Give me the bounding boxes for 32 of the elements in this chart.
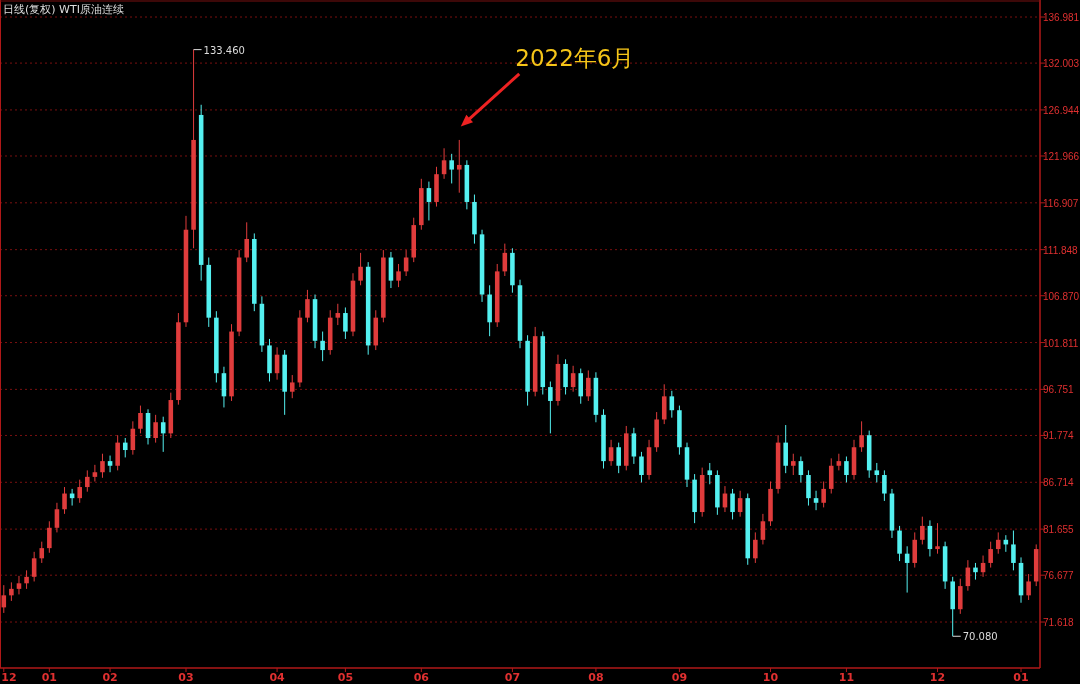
x-tick-label: 07 (504, 671, 521, 684)
y-tick-label: 136.981 (1043, 12, 1080, 24)
y-tick-label: 111.848 (1043, 244, 1079, 256)
x-tick-label: 11 (838, 671, 855, 684)
x-tick-label: 02 (102, 671, 118, 684)
x-tick-label: 04 (269, 671, 286, 684)
x-tick-label: 05 (337, 671, 354, 684)
y-tick-label: 132.003 (1043, 58, 1080, 70)
x-tick-label: 03 (178, 671, 194, 684)
y-tick-label: 91.774 (1043, 430, 1075, 442)
y-tick-label: 106.870 (1043, 290, 1080, 302)
y-tick-label: 86.714 (1043, 477, 1075, 489)
y-tick-label: 101.811 (1043, 337, 1079, 349)
chart-title: 日线(复权) WTI原油连续 (3, 3, 124, 16)
x-tick-label: 12 (1, 671, 17, 684)
x-tick-label: 08 (588, 671, 604, 684)
y-tick-label: 76.677 (1043, 570, 1075, 582)
x-tick-label: 01 (1013, 671, 1029, 684)
y-tick-label: 126.944 (1043, 104, 1080, 116)
annotation: 70.080 (962, 631, 998, 643)
annotation: 2022年6月 (515, 44, 635, 71)
x-tick-label: 09 (671, 671, 688, 684)
annotation: 133.460 (203, 44, 245, 56)
x-tick-label: 06 (413, 671, 430, 684)
x-tick-label: 12 (929, 671, 946, 684)
y-tick-label: 121.966 (1043, 151, 1080, 162)
x-tick-label: 10 (762, 671, 779, 684)
y-tick-label: 116.907 (1043, 197, 1079, 209)
y-tick-label: 71.618 (1043, 617, 1075, 629)
x-tick-label: 01 (41, 671, 57, 684)
y-tick-label: 96.751 (1043, 384, 1075, 396)
y-tick-label: 81.655 (1043, 524, 1075, 536)
